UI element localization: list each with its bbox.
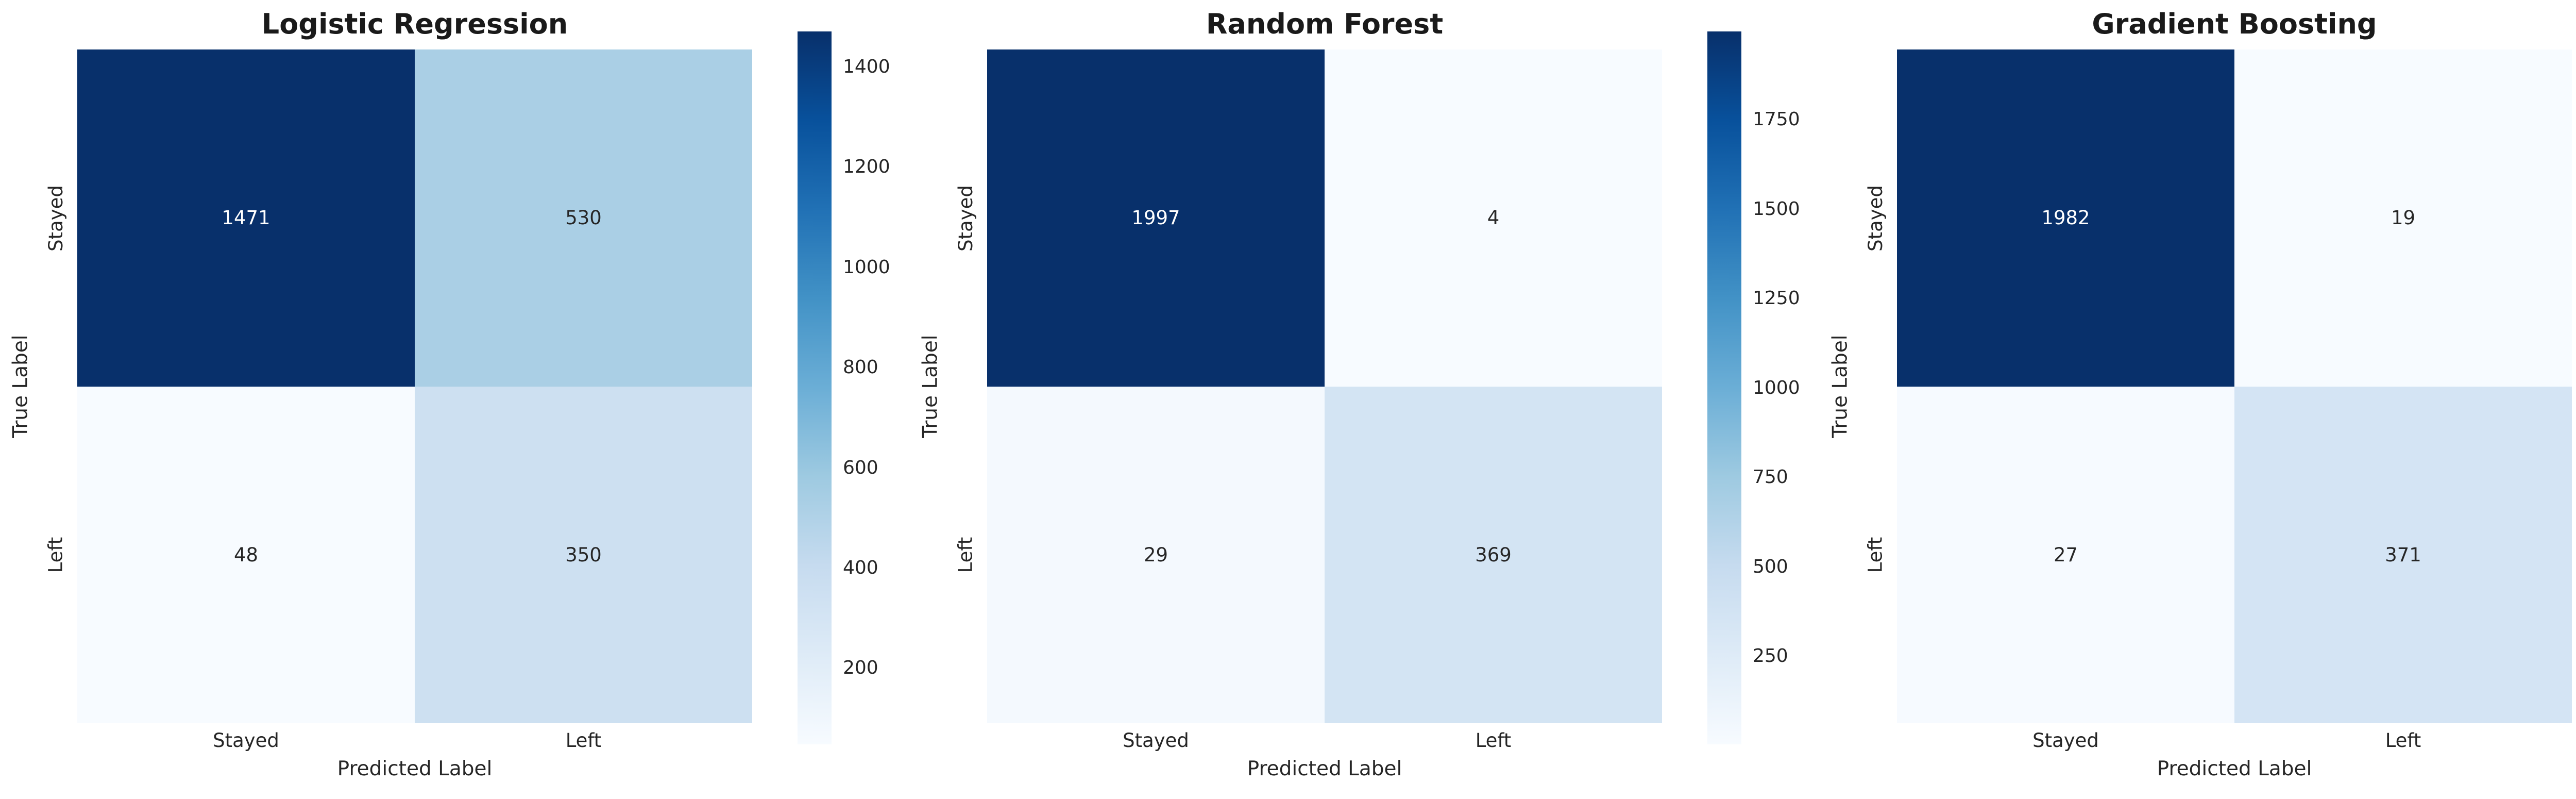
colorbar-gradient bbox=[1707, 31, 1741, 744]
y-tick-label: Stayed bbox=[1864, 185, 1887, 252]
heatmap-grid: 1997 4 29 369 bbox=[987, 49, 1662, 723]
colorbar-tick-label: 1400 bbox=[843, 56, 890, 77]
x-axis-label: Predicted Label bbox=[337, 757, 493, 780]
y-tick-label: Left bbox=[954, 537, 977, 573]
x-tick-label: Stayed bbox=[1123, 729, 1189, 752]
colorbar-tick-label: 400 bbox=[843, 557, 878, 578]
colorbar-tick-labels: 250 500 750 1000 1250 1500 1750 bbox=[1753, 31, 1819, 744]
matrix-cell: 19 bbox=[2234, 49, 2572, 387]
x-tick-label: Left bbox=[565, 729, 602, 752]
panel-title: Logistic Regression bbox=[261, 8, 568, 40]
matrix-cell: 48 bbox=[77, 386, 415, 723]
panel-title: Random Forest bbox=[1206, 8, 1444, 40]
matrix-cell: 530 bbox=[415, 49, 752, 387]
panel-title: Gradient Boosting bbox=[2092, 8, 2377, 40]
y-axis-label: True Label bbox=[1828, 335, 1852, 438]
x-axis-label: Predicted Label bbox=[2157, 757, 2312, 780]
y-tick-label: Stayed bbox=[954, 185, 977, 252]
colorbar-tick-label: 250 bbox=[1753, 645, 1788, 667]
x-tick-label: Left bbox=[2385, 729, 2421, 752]
matrix-cell: 350 bbox=[415, 386, 752, 723]
x-axis-label: Predicted Label bbox=[1247, 757, 1402, 780]
y-tick-label: Left bbox=[1864, 537, 1887, 573]
matrix-cell: 29 bbox=[987, 386, 1325, 723]
matrix-cell: 1471 bbox=[77, 49, 415, 387]
y-tick-label: Left bbox=[44, 537, 67, 573]
colorbar-tick-label: 1200 bbox=[843, 156, 890, 178]
panel-gradient-boosting: Gradient Boosting True Label Stayed Left… bbox=[1820, 0, 2576, 799]
y-axis-label: True Label bbox=[919, 335, 942, 438]
matrix-cell: 369 bbox=[1325, 386, 1662, 723]
matrix-cell: 371 bbox=[2234, 386, 2572, 723]
colorbar-tick-label: 500 bbox=[1753, 556, 1788, 577]
colorbar-tick-label: 200 bbox=[843, 657, 878, 679]
matrix-cell: 1997 bbox=[987, 49, 1325, 387]
colorbar-tick-label: 750 bbox=[1753, 467, 1788, 488]
colorbar-tick-label: 1500 bbox=[1753, 198, 1800, 220]
panel-logistic-regression: Logistic Regression True Label Stayed Le… bbox=[0, 0, 910, 799]
colorbar-tick-label: 800 bbox=[843, 357, 878, 378]
colorbar-tick-label: 1000 bbox=[843, 256, 890, 278]
colorbar-tick-label: 1750 bbox=[1753, 109, 1800, 130]
colorbar-tick-labels: 200 400 600 800 1000 1200 1400 bbox=[843, 31, 909, 744]
x-tick-label: Left bbox=[1475, 729, 1512, 752]
colorbar-gradient bbox=[798, 31, 832, 744]
colorbar-tick-label: 1250 bbox=[1753, 288, 1800, 309]
matrix-cell: 4 bbox=[1325, 49, 1662, 387]
colorbar-tick-label: 1000 bbox=[1753, 377, 1800, 398]
y-tick-label: Stayed bbox=[44, 185, 67, 252]
y-axis-label: True Label bbox=[9, 335, 32, 438]
heatmap-grid: 1471 530 48 350 bbox=[77, 49, 752, 723]
matrix-cell: 1982 bbox=[1897, 49, 2234, 387]
x-tick-label: Stayed bbox=[2032, 729, 2099, 752]
panel-random-forest: Random Forest True Label Stayed Left 199… bbox=[910, 0, 1820, 799]
matrix-cell: 27 bbox=[1897, 386, 2234, 723]
x-tick-label: Stayed bbox=[213, 729, 279, 752]
heatmap-grid: 1982 19 27 371 bbox=[1897, 49, 2572, 723]
colorbar-tick-label: 600 bbox=[843, 457, 878, 478]
